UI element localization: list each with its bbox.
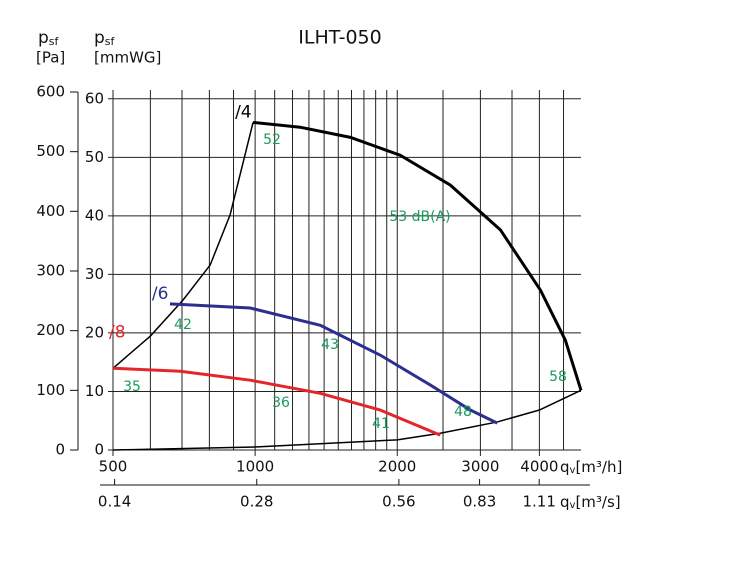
- y2-tick-label: 40: [85, 206, 104, 224]
- x2-axis-label: qv[m³/s]: [560, 493, 621, 512]
- x2-tick-label: 0.83: [463, 493, 496, 511]
- x2-label-symbol: q: [560, 493, 570, 511]
- sound-level-label: 43: [321, 337, 339, 353]
- sound-level-label: 52: [263, 132, 281, 148]
- x2-tick-label: 0.14: [98, 493, 131, 511]
- y2-tick-label: 50: [85, 148, 104, 166]
- y2-tick-label: 30: [85, 265, 104, 283]
- series-label: /8: [109, 322, 126, 342]
- system-curve: [112, 389, 582, 451]
- x-tick-label: 500: [99, 458, 128, 476]
- y-tick-label: 600: [36, 83, 65, 101]
- x-label-sub: v: [570, 465, 576, 476]
- x2-tick-label: 0.56: [382, 493, 415, 511]
- x2-tick-label: 0.28: [240, 493, 273, 511]
- y-tick-label: 300: [36, 262, 65, 280]
- sound-level-label: 58: [549, 369, 567, 385]
- chart-title: ILHT-050: [298, 27, 381, 49]
- sound-level-label: 35: [123, 379, 141, 395]
- y2-label-symbol: p: [94, 28, 105, 48]
- x2-label-unit: [m³/s]: [575, 493, 620, 511]
- x-label-unit: [m³/h]: [575, 458, 622, 476]
- sound-level-label: 53 dB(A): [389, 209, 450, 225]
- x-tick-label: 3000: [461, 458, 499, 476]
- y2-tick-label: 20: [85, 323, 104, 341]
- y2-tick-label: 10: [85, 382, 104, 400]
- series-label: /4: [235, 102, 252, 122]
- x2-tick-label: 1.11: [522, 493, 555, 511]
- series-label: /6: [152, 284, 169, 304]
- y-label-sub: sf: [49, 35, 60, 48]
- y2-label-sub: sf: [105, 35, 116, 48]
- y2-axis-unit: [mmWG]: [94, 49, 161, 67]
- y-tick-label: 0: [55, 441, 65, 459]
- x-tick-label: 4000: [520, 458, 558, 476]
- sound-level-label: 42: [174, 317, 192, 333]
- x-axis-label: qv[m³/h]: [560, 458, 622, 477]
- y-tick-label: 400: [36, 202, 65, 220]
- sound-level-label: 48: [454, 404, 472, 420]
- y2-axis-label: psf: [94, 28, 116, 48]
- fan-curve: [252, 120, 583, 391]
- fan-curve: [169, 302, 498, 425]
- x2-label-sub: v: [570, 500, 576, 511]
- y-label-symbol: p: [38, 28, 49, 48]
- sound-level-label: 41: [372, 416, 390, 432]
- y-tick-label: 100: [36, 381, 65, 399]
- y-axis-label: psf: [38, 28, 60, 48]
- y2-tick-label: 60: [85, 89, 104, 107]
- y-tick-label: 200: [36, 321, 65, 339]
- sound-level-label: 36: [272, 395, 290, 411]
- y-axis-unit: [Pa]: [36, 49, 65, 67]
- x-tick-label: 1000: [236, 458, 274, 476]
- y-tick-label: 500: [36, 142, 65, 160]
- x-label-symbol: q: [560, 458, 570, 476]
- fan-curve: [112, 366, 441, 437]
- y2-tick-label: 0: [94, 441, 104, 459]
- boundary-curve: [112, 122, 254, 369]
- x-tick-label: 2000: [378, 458, 416, 476]
